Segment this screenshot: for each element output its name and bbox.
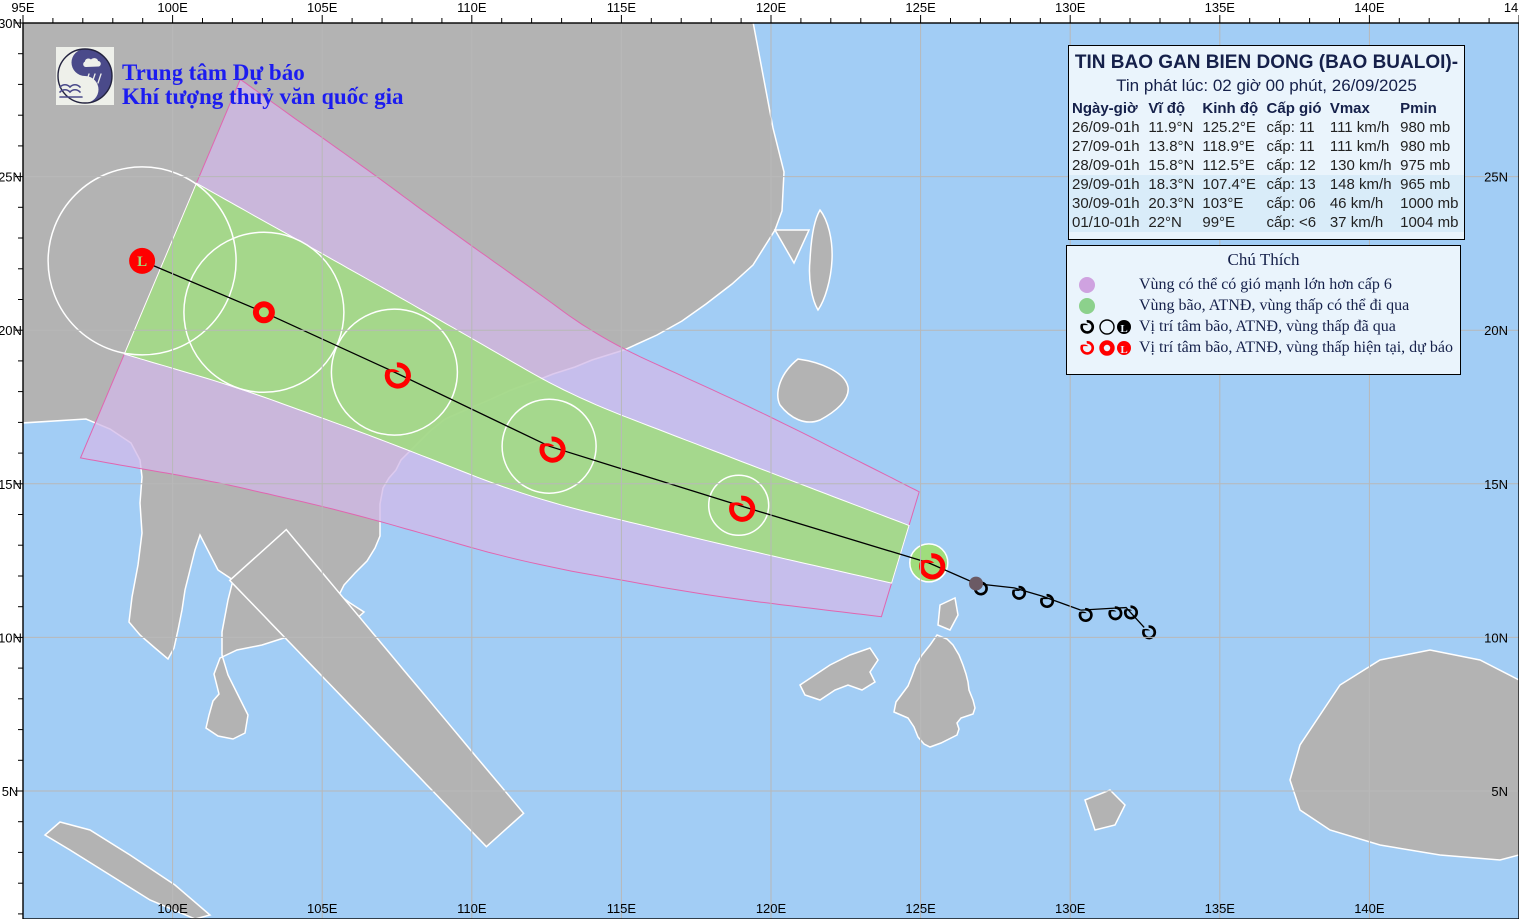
svg-text:130E: 130E: [1055, 0, 1086, 15]
svg-text:5N: 5N: [1491, 784, 1508, 799]
svg-text:120E: 120E: [756, 0, 787, 15]
svg-text:140E: 140E: [1354, 0, 1385, 15]
svg-text:15N: 15N: [0, 477, 22, 492]
svg-text:115E: 115E: [607, 0, 637, 15]
svg-text:110E: 110E: [457, 901, 487, 916]
svg-text:110E: 110E: [457, 0, 487, 15]
svg-text:140E: 140E: [1354, 901, 1385, 916]
svg-text:115E: 115E: [607, 901, 637, 916]
svg-text:20N: 20N: [0, 323, 22, 338]
svg-text:125E: 125E: [905, 901, 936, 916]
svg-text:25N: 25N: [1484, 170, 1508, 185]
svg-text:135E: 135E: [1205, 901, 1236, 916]
svg-text:105E: 105E: [307, 0, 338, 15]
svg-text:L: L: [1120, 323, 1127, 335]
svg-text:135E: 135E: [1205, 0, 1236, 15]
svg-text:105E: 105E: [307, 901, 338, 916]
svg-text:30N: 30N: [0, 16, 22, 31]
svg-text:125E: 125E: [905, 0, 936, 15]
svg-text:5N: 5N: [2, 784, 19, 799]
svg-text:15N: 15N: [1484, 477, 1508, 492]
svg-text:L: L: [137, 254, 147, 270]
svg-text:100E: 100E: [157, 0, 188, 15]
svg-text:145E: 145E: [1504, 0, 1519, 15]
svg-text:120E: 120E: [756, 901, 787, 916]
svg-text:Trung tâm Dự báo: Trung tâm Dự báo: [122, 60, 305, 85]
svg-text:10N: 10N: [1484, 630, 1508, 645]
svg-text:20N: 20N: [1484, 323, 1508, 338]
svg-text:130E: 130E: [1055, 901, 1086, 916]
svg-text:Khí tượng thuỷ văn quốc gia: Khí tượng thuỷ văn quốc gia: [122, 84, 404, 109]
svg-text:95E: 95E: [11, 0, 34, 15]
svg-text:L: L: [1120, 344, 1127, 356]
svg-text:25N: 25N: [0, 170, 22, 185]
svg-text:100E: 100E: [157, 901, 188, 916]
svg-text:10N: 10N: [0, 630, 22, 645]
